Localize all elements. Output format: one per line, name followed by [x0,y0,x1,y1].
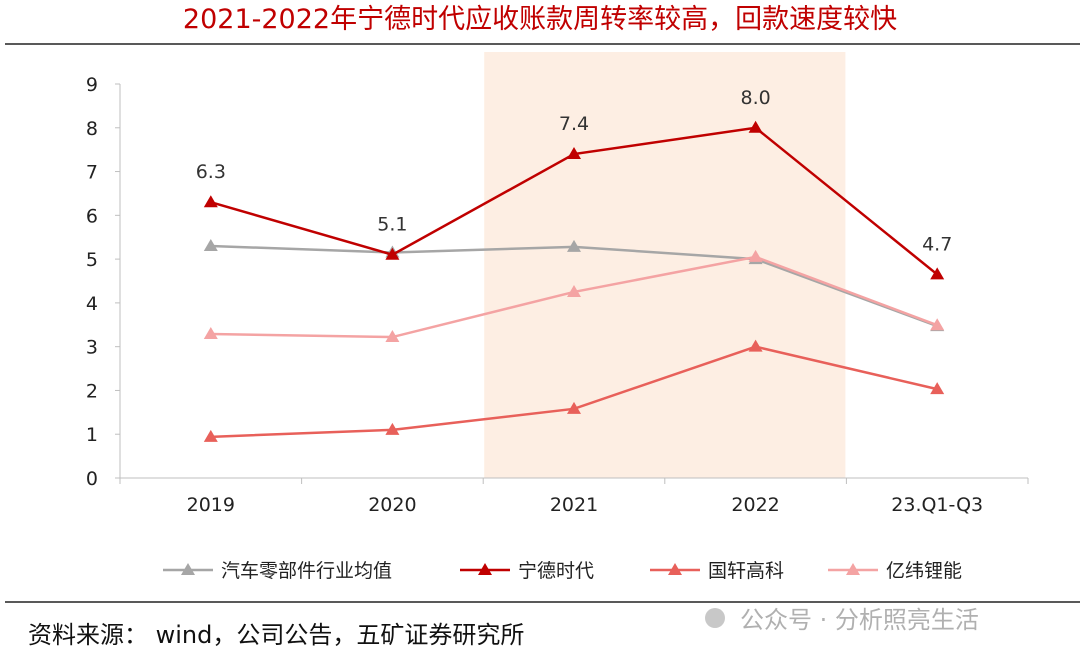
y-tick-label: 0 [86,468,98,490]
y-tick-label: 4 [86,293,98,315]
legend-label: 亿纬锂能 [886,560,962,582]
data-label: 4.7 [922,233,952,255]
x-tick-label: 2019 [187,494,235,516]
source-note: 资料来源： wind，公司公告，五矿证券研究所 [28,621,524,649]
data-label: 6.3 [196,161,226,183]
x-tick-label: 2020 [368,494,416,516]
legend-label: 汽车零部件行业均值 [221,560,392,582]
data-point [203,326,218,339]
data-point [203,429,218,442]
data-point [385,422,400,435]
legend-marker [668,563,682,575]
data-point [930,382,945,395]
data-point [748,120,763,133]
data-label: 7.4 [559,113,589,135]
data-point [930,267,945,280]
watermark: 公众号 · 分析照亮生活 [740,606,979,634]
x-tick-label: 23.Q1-Q3 [891,494,983,516]
data-point [203,195,218,208]
data-point [930,318,945,331]
legend-marker [478,563,492,575]
wechat-icon [705,608,725,628]
legend-label: 宁德时代 [518,560,594,582]
chart-title: 2021-2022年宁德时代应收账款周转率较高，回款速度较快 [183,4,897,35]
data-point [385,247,400,260]
data-label: 8.0 [740,87,770,109]
highlight-band [484,52,846,478]
data-point [203,238,218,251]
y-tick-label: 7 [86,162,98,184]
data-point [567,401,581,414]
legend-marker [181,563,195,575]
legend-marker [846,563,860,575]
y-tick-label: 2 [86,380,98,402]
data-point [748,339,763,352]
y-tick-label: 1 [86,424,98,446]
legend-label: 国轩高科 [708,560,784,582]
data-point [567,284,581,297]
x-tick-label: 2021 [550,494,598,516]
data-label: 5.1 [377,214,407,236]
data-point [567,239,581,252]
data-point [748,249,763,262]
y-tick-label: 8 [86,118,98,140]
y-tick-label: 3 [86,337,98,359]
y-tick-label: 6 [86,205,98,227]
x-tick-label: 2022 [731,494,779,516]
y-tick-label: 9 [86,74,98,96]
y-tick-label: 5 [86,249,98,271]
data-point [567,147,581,160]
data-point [385,330,400,343]
